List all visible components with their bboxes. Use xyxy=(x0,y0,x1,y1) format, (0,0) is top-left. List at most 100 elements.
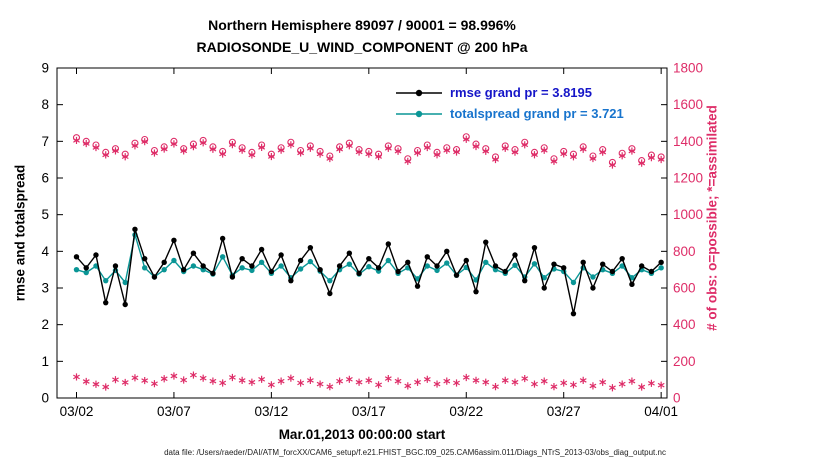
obs-low-band-marker xyxy=(228,373,236,382)
rmse-point xyxy=(239,255,245,262)
rmse-point xyxy=(229,274,236,280)
obs-assimilated-marker xyxy=(511,148,519,156)
obs-low-band-marker xyxy=(199,374,207,382)
totalspread-point xyxy=(658,265,664,271)
obs-assimilated-marker xyxy=(336,145,344,153)
obs-low-band-marker xyxy=(628,377,636,385)
totalspread-point xyxy=(258,259,265,266)
obs-assimilated-marker xyxy=(209,145,217,153)
rmse-point xyxy=(483,239,489,245)
obs-low-band-marker xyxy=(657,381,665,389)
obs-assimilated-marker xyxy=(375,152,382,161)
y-right-tick-label: 1800 xyxy=(673,61,703,76)
rmse-point xyxy=(522,277,528,284)
obs-assimilated-marker xyxy=(73,136,80,145)
rmse-point xyxy=(531,244,538,251)
rmse-point xyxy=(658,259,664,266)
obs-assimilated-marker xyxy=(267,152,275,161)
rmse-point xyxy=(629,281,635,288)
rmse-point xyxy=(336,263,343,269)
obs-assimilated-marker xyxy=(638,159,646,167)
totalspread-point xyxy=(249,267,255,274)
obs-assimilated-marker xyxy=(443,146,451,154)
rmse-point xyxy=(190,250,197,256)
obs-low-band-marker xyxy=(443,377,451,385)
rmse-point xyxy=(405,259,411,266)
y-right-tick-label: 600 xyxy=(673,281,696,296)
obs-assimilated-marker xyxy=(501,144,509,152)
obs-assimilated-marker xyxy=(199,139,207,147)
totalspread-point xyxy=(171,257,177,264)
rmse-point xyxy=(307,244,314,251)
legend-item-rmse: rmse grand pr = 3.8195 xyxy=(396,82,624,103)
obs-assimilated-marker xyxy=(482,147,490,155)
obs-low-band-marker xyxy=(482,378,490,386)
obs-assimilated-marker xyxy=(560,150,568,158)
obs-low-band-marker xyxy=(404,382,412,390)
obs-assimilated-marker xyxy=(102,151,110,159)
rmse-point xyxy=(141,255,148,262)
obs-low-band-marker xyxy=(131,374,139,382)
totalspread-point xyxy=(278,263,284,269)
obs-assimilated-marker xyxy=(228,141,236,149)
obs-assimilated-marker xyxy=(121,153,129,161)
obs-low-band-marker xyxy=(453,379,460,387)
rmse-point xyxy=(473,288,479,295)
obs-low-band-marker xyxy=(531,380,538,388)
y-left-tick-label: 9 xyxy=(41,61,49,76)
obs-low-band-marker xyxy=(647,379,655,387)
obs-low-band-marker xyxy=(151,380,158,388)
totalspread-point xyxy=(307,258,314,265)
rmse-point xyxy=(375,265,382,271)
obs-low-band-marker xyxy=(589,382,597,390)
totalspread-point xyxy=(434,267,440,274)
x-tick-label: 03/17 xyxy=(352,404,386,419)
y-left-tick-label: 2 xyxy=(41,317,49,332)
obs-low-band-marker xyxy=(82,377,90,386)
obs-low-band-marker xyxy=(638,383,646,391)
totalspread-point xyxy=(73,266,80,273)
totalspread-point xyxy=(83,269,89,276)
obs-low-band-marker xyxy=(248,378,256,386)
obs-assimilated-marker xyxy=(180,147,188,155)
x-tick-label: 03/12 xyxy=(254,404,288,419)
totalspread-point xyxy=(219,254,226,260)
rmse-point xyxy=(83,265,89,271)
x-tick-label: 03/27 xyxy=(547,404,581,419)
obs-assimilated-marker xyxy=(453,148,460,156)
obs-assimilated-marker xyxy=(326,154,334,163)
y-left-tick-label: 7 xyxy=(41,134,49,149)
x-tick-label: 03/22 xyxy=(449,404,483,419)
obs-assimilated-marker xyxy=(131,142,139,150)
rmse-point xyxy=(219,235,226,242)
obs-assimilated-marker xyxy=(384,144,392,152)
obs-assimilated-marker xyxy=(414,149,421,157)
obs-low-band-marker xyxy=(102,383,110,391)
rmse-point xyxy=(385,241,392,247)
totalspread-point xyxy=(424,263,430,269)
rmse-point xyxy=(619,255,625,262)
obs-low-band-marker xyxy=(414,378,421,386)
plot-box xyxy=(56,67,668,399)
rmse-sample xyxy=(396,89,442,96)
totalspread-point xyxy=(385,257,392,264)
rmse-point xyxy=(132,226,138,233)
obs-assimilated-marker xyxy=(609,161,616,169)
obs-low-band-marker xyxy=(375,381,382,389)
obs-assimilated-marker xyxy=(394,147,402,155)
obs-low-band-marker xyxy=(492,383,499,391)
totalspread-point xyxy=(346,261,353,267)
obs-assimilated-marker xyxy=(433,151,441,159)
rmse-point xyxy=(648,268,655,275)
y-axis-left-label: rmse and totalspread xyxy=(12,164,28,302)
rmse-point xyxy=(434,263,440,269)
legend-totalspread-label: totalspread grand pr = 3.721 xyxy=(450,106,624,121)
totalspread-point xyxy=(327,277,333,284)
obs-low-band-marker xyxy=(433,380,441,388)
y-left-tick-label: 6 xyxy=(41,171,49,186)
y-left-tick-label: 8 xyxy=(41,97,49,112)
obs-assimilated-marker xyxy=(628,147,636,155)
totalspread-point xyxy=(570,279,577,286)
rmse-point xyxy=(278,252,284,258)
